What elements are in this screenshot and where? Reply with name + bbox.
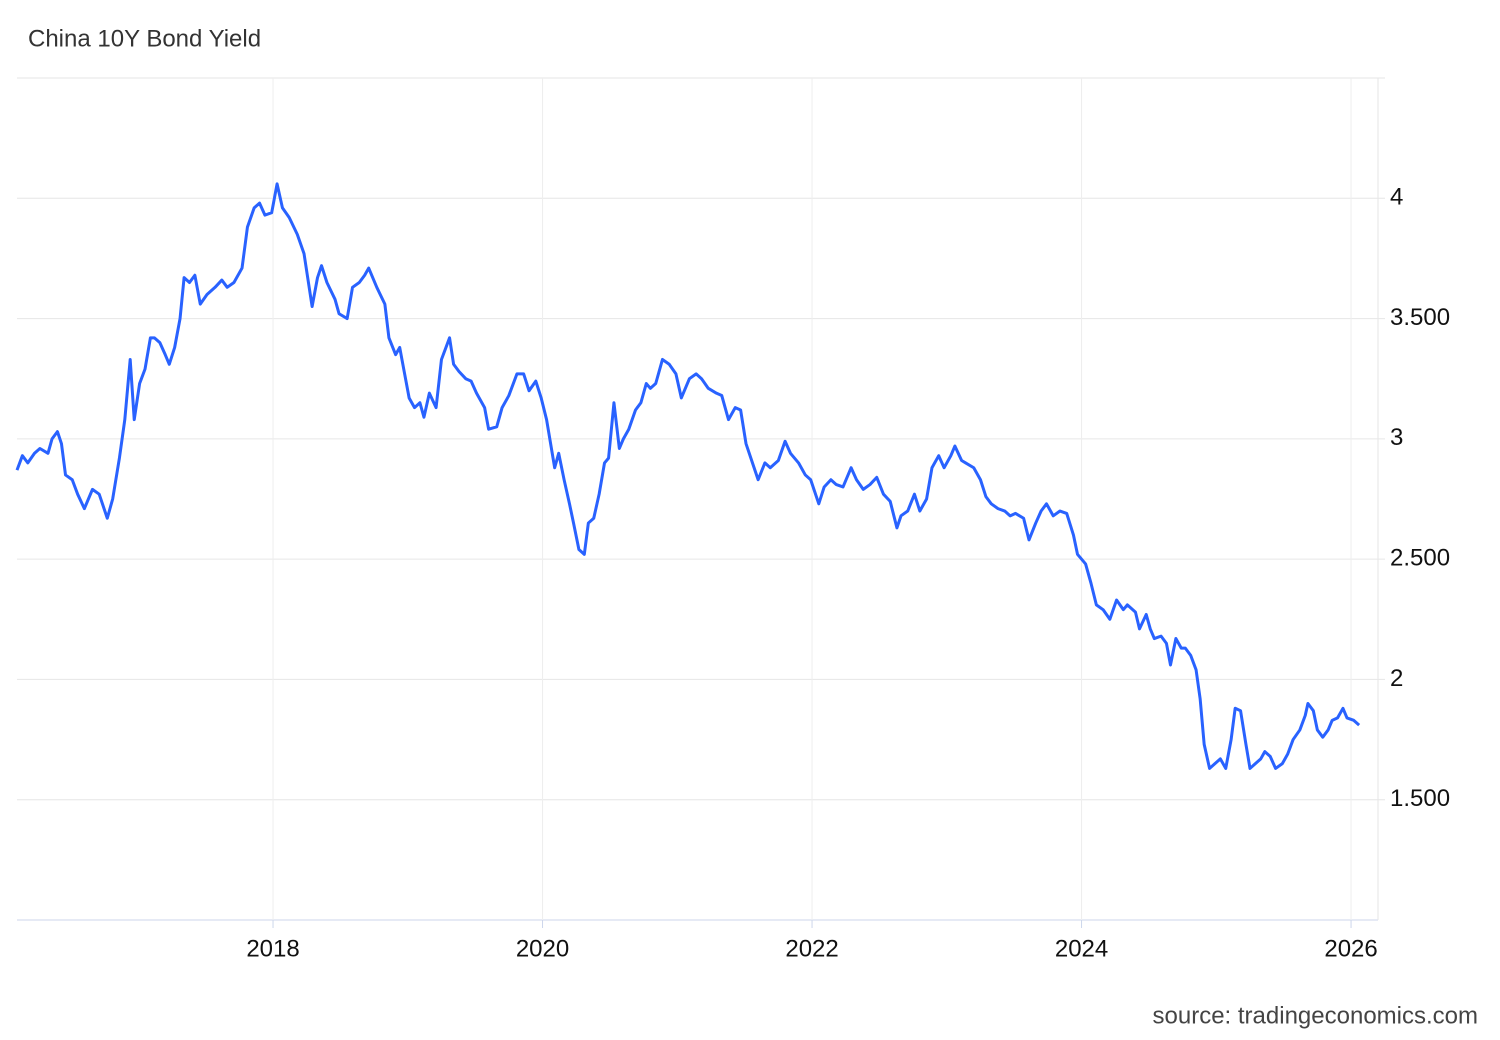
- data-line: [15, 182, 1361, 770]
- y-tick-label: 2.500: [1390, 544, 1450, 571]
- x-tick-label: 2018: [246, 935, 299, 962]
- y-tick-label: 1.500: [1390, 785, 1450, 812]
- y-tick-label: 3.500: [1390, 304, 1450, 331]
- y-tick-label: 3: [1390, 424, 1403, 451]
- x-tick-label: 2024: [1055, 935, 1108, 962]
- x-tick-label: 2020: [516, 935, 569, 962]
- source: source: tradingeconomics.com: [1153, 1002, 1478, 1029]
- x-tick-label: 2022: [785, 935, 838, 962]
- y-tick-label: 2: [1390, 665, 1403, 692]
- y-tick-label: 4: [1390, 184, 1403, 211]
- chart-title: China 10Y Bond Yield: [28, 25, 261, 52]
- x-tick-label: 2026: [1324, 935, 1377, 962]
